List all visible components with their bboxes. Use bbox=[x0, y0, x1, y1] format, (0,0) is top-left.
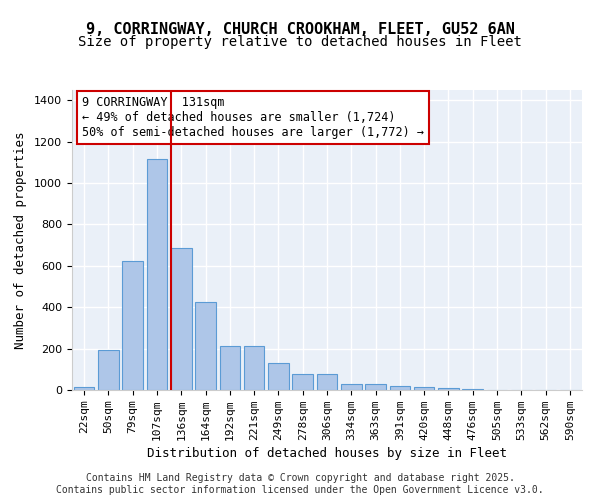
Text: Contains HM Land Registry data © Crown copyright and database right 2025.
Contai: Contains HM Land Registry data © Crown c… bbox=[56, 474, 544, 495]
Bar bbox=[244, 346, 265, 390]
Y-axis label: Number of detached properties: Number of detached properties bbox=[14, 131, 27, 349]
Bar bbox=[146, 160, 167, 390]
Bar bbox=[268, 363, 289, 390]
Bar bbox=[438, 388, 459, 390]
Bar bbox=[220, 346, 240, 390]
Text: Size of property relative to detached houses in Fleet: Size of property relative to detached ho… bbox=[78, 35, 522, 49]
Bar bbox=[389, 386, 410, 390]
Bar bbox=[171, 248, 191, 390]
Text: 9, CORRINGWAY, CHURCH CROOKHAM, FLEET, GU52 6AN: 9, CORRINGWAY, CHURCH CROOKHAM, FLEET, G… bbox=[86, 22, 514, 38]
Bar bbox=[122, 260, 143, 390]
Bar bbox=[195, 302, 216, 390]
Text: 9 CORRINGWAY: 131sqm
← 49% of detached houses are smaller (1,724)
50% of semi-de: 9 CORRINGWAY: 131sqm ← 49% of detached h… bbox=[82, 96, 424, 139]
Bar bbox=[317, 374, 337, 390]
Bar bbox=[341, 384, 362, 390]
Bar bbox=[292, 374, 313, 390]
Bar bbox=[74, 387, 94, 390]
X-axis label: Distribution of detached houses by size in Fleet: Distribution of detached houses by size … bbox=[147, 447, 507, 460]
Bar bbox=[414, 387, 434, 390]
Bar bbox=[365, 384, 386, 390]
Bar bbox=[98, 350, 119, 390]
Bar bbox=[463, 389, 483, 390]
